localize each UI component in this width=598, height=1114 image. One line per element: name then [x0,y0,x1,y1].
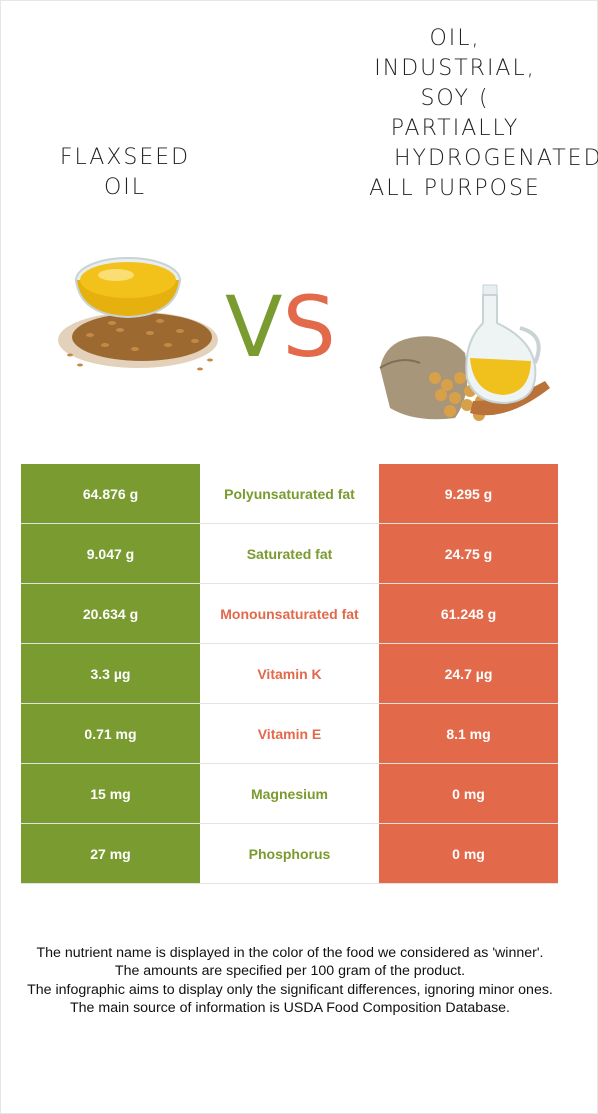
table-row: 15 mg Magnesium 0 mg [21,763,558,824]
left-value: 9.047 g [21,523,200,584]
vs-v: V [225,278,283,376]
left-value: 27 mg [21,823,200,884]
table-row: 3.3 µg Vitamin K 24.7 µg [21,643,558,704]
right-value: 24.75 g [379,523,558,584]
right-value: 9.295 g [379,464,558,524]
left-value: 64.876 g [21,464,200,524]
table-row: 0.71 mg Vitamin E 8.1 mg [21,703,558,764]
table-row: 64.876 g Polyunsaturated fat 9.295 g [21,464,558,524]
nutrient-name: Vitamin K [200,643,379,704]
left-value: 3.3 µg [21,643,200,704]
footer-line: The main source of information is USDA F… [69,999,511,1016]
footer-line: The amounts are specified per 100 gram o… [114,963,466,980]
left-value: 0.71 mg [21,703,200,764]
comparison-table: 64.876 g Polyunsaturated fat 9.295 g 9.047 … [21,464,558,884]
nutrient-name: Polyunsaturated fat [200,464,379,524]
soy-oil-jug-image [379,284,550,421]
flaxseed-oil-bowl-image [58,257,218,371]
right-value: 0 mg [379,763,558,824]
vs-label: VS [225,282,336,372]
footer-notes: The nutrient name is displayed in the co… [20,944,560,1017]
nutrient-name: Phosphorus [200,823,379,884]
nutrient-name: Magnesium [200,763,379,824]
vs-s: S [282,278,336,376]
footer-line: The nutrient name is displayed in the co… [36,945,544,961]
table-row: 27 mg Phosphorus 0 mg [21,823,558,884]
right-value: 8.1 mg [379,703,558,764]
right-food-title: OIL, INDUSTRIAL, SOY ( PARTIALLY HYDROGE… [369,26,598,201]
nutrient-name: Saturated fat [200,523,379,584]
table-row: 9.047 g Saturated fat 24.75 g [21,523,558,584]
left-value: 15 mg [21,763,200,824]
right-value: 61.248 g [379,583,558,644]
nutrient-name: Monounsaturated fat [200,583,379,644]
nutrient-name: Vitamin E [200,703,379,764]
left-value: 20.634 g [21,583,200,644]
right-value: 0 mg [379,823,558,884]
table-row: 20.634 g Monounsaturated fat 61.248 g [21,583,558,644]
footer-line: The infographic aims to display only the… [27,981,553,998]
right-value: 24.7 µg [379,643,558,704]
left-food-title: FLAXSEED OIL [59,145,191,200]
